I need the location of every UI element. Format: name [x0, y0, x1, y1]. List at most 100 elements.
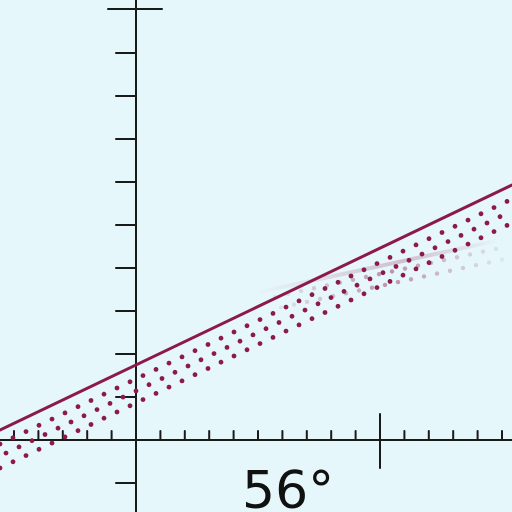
band-dot — [16, 444, 22, 450]
band-dot — [458, 233, 464, 238]
band-dot — [263, 326, 269, 332]
faded-band-dot — [285, 291, 291, 297]
band-dot — [348, 297, 354, 303]
band-dot — [276, 320, 282, 325]
band-dot — [465, 217, 471, 223]
band-dot — [426, 236, 432, 242]
band-dot — [133, 388, 139, 394]
faded-band-dot — [376, 272, 382, 277]
faded-band-dot — [343, 291, 349, 296]
band-dot — [94, 407, 100, 412]
band-dot — [185, 363, 191, 369]
band-dot — [484, 220, 490, 226]
band-dot — [10, 459, 16, 465]
band-dot — [413, 266, 419, 272]
band-dot — [198, 357, 204, 363]
band-dot — [309, 292, 315, 298]
faded-band-dot — [402, 266, 408, 271]
band-dot — [380, 270, 386, 276]
band-dot — [10, 435, 16, 441]
band-dot — [166, 360, 172, 366]
faded-band-dot — [460, 265, 466, 271]
band-dot — [127, 403, 133, 409]
band-dot — [159, 376, 165, 381]
band-dot — [140, 397, 146, 402]
band-dot — [120, 394, 126, 400]
band-dot — [101, 415, 107, 421]
band-dot — [322, 310, 328, 315]
faded-band-dot — [454, 255, 460, 260]
band-dot — [107, 401, 113, 406]
band-dot — [374, 285, 380, 290]
band-dot — [237, 338, 243, 344]
band-dot — [0, 441, 3, 447]
band-dot — [218, 359, 224, 365]
band-dot — [29, 438, 35, 444]
inclined-line — [0, 183, 512, 432]
band-dot — [192, 348, 198, 354]
faded-band-dot — [434, 271, 440, 276]
band-dot — [75, 428, 81, 434]
band-dot — [257, 317, 263, 322]
band-dot — [257, 341, 263, 346]
band-dot — [231, 329, 237, 335]
band-dot — [400, 248, 406, 254]
faded-band-dot — [467, 252, 473, 257]
band-dot — [361, 267, 367, 273]
band-dot — [244, 347, 250, 353]
band-dot — [88, 422, 94, 427]
band-dot — [205, 342, 211, 347]
faded-band-dot — [382, 282, 388, 288]
band-dot — [114, 409, 120, 415]
band-dot — [283, 304, 289, 310]
band-dot — [166, 384, 172, 390]
faded-band-dot — [278, 305, 284, 310]
band-dot — [23, 453, 29, 458]
faded-line — [253, 238, 502, 295]
horizontal-axis — [0, 413, 512, 469]
band-dot — [0, 465, 3, 471]
band-dot — [205, 366, 211, 371]
faded-band-dot — [324, 283, 330, 288]
faded-band-dot — [298, 288, 304, 294]
faded-band-dot — [272, 294, 278, 299]
band-dot — [452, 223, 458, 229]
band-dot — [270, 311, 276, 316]
faded-band-dot — [389, 269, 395, 274]
faded-band-dot — [473, 263, 479, 268]
faded-band-dot — [356, 288, 362, 293]
faded-band-dot — [408, 277, 414, 282]
faded-band-dot — [415, 263, 421, 268]
band-dot — [244, 323, 250, 329]
band-dot — [413, 242, 419, 248]
band-dot — [88, 398, 94, 403]
band-dot — [250, 332, 256, 338]
faded-band-dot — [337, 280, 343, 285]
band-dot — [439, 254, 445, 259]
band-dot — [23, 429, 29, 434]
vertical-axis-ticks — [115, 52, 137, 484]
band-dot — [153, 367, 159, 372]
band-dot — [348, 273, 354, 279]
band-dot — [322, 286, 328, 291]
band-dot — [231, 353, 237, 359]
dotted-band — [0, 199, 510, 471]
band-dot — [419, 251, 425, 257]
band-dot — [42, 432, 48, 437]
band-dot — [406, 257, 412, 263]
faded-band-dot — [499, 257, 505, 262]
band-dot — [179, 378, 185, 384]
band-dot — [140, 373, 146, 378]
band-dot — [491, 229, 497, 235]
band-dot — [491, 205, 497, 211]
band-dot — [328, 295, 334, 300]
band-dot — [283, 328, 289, 334]
band-dot — [62, 410, 68, 416]
band-dot — [400, 272, 406, 278]
band-dot — [309, 316, 315, 322]
band-dot — [335, 279, 341, 285]
band-dot — [341, 289, 347, 294]
band-dot — [211, 351, 217, 356]
